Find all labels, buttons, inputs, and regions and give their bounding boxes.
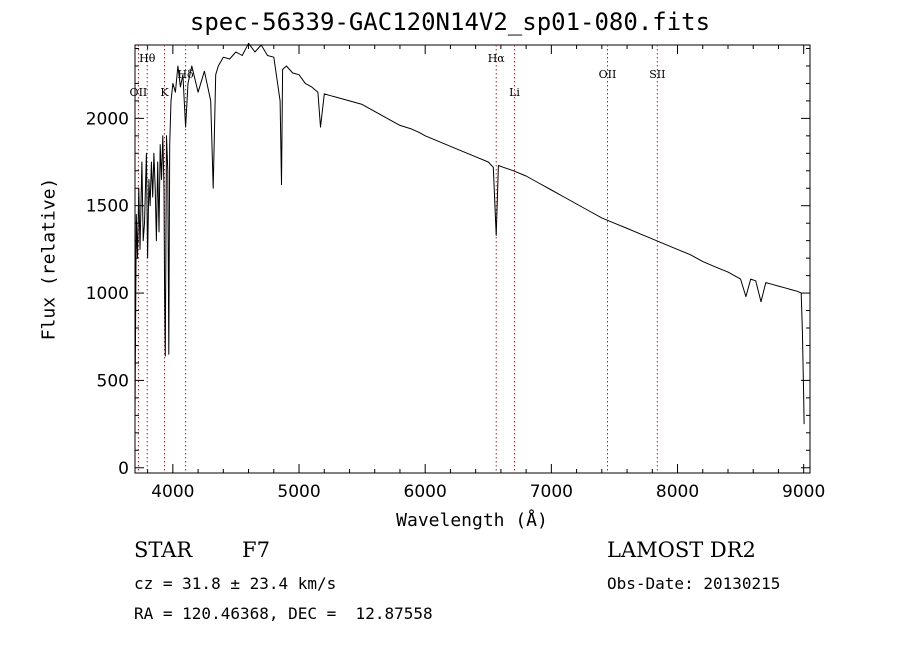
object-class: STAR xyxy=(134,538,193,562)
x-axis: 4000 5000 6000 7000 8000 9000 xyxy=(147,45,825,502)
object-subclass: F7 xyxy=(242,538,270,562)
observation-date: Obs-Date: 20130215 xyxy=(607,574,781,593)
x-tick-label: 4000 xyxy=(151,482,194,502)
spectral-line-label: Hα xyxy=(488,52,506,65)
x-tick-label: 9000 xyxy=(782,482,825,502)
x-axis-label: Wavelength (Å) xyxy=(396,510,548,531)
spectral-line-label: SII xyxy=(649,68,665,81)
y-tick-label: 0 xyxy=(118,459,129,479)
spectral-lines: Hθ OII K Hδ Hα Li OII SII xyxy=(130,45,665,473)
spectral-line-label: OII xyxy=(599,68,617,81)
x-tick-label: 7000 xyxy=(530,482,573,502)
y-axis: 0 500 1000 1500 2000 xyxy=(86,47,810,479)
spectrum-series xyxy=(134,42,805,425)
spectral-line-label: Hδ xyxy=(177,68,194,81)
survey-label: LAMOST DR2 xyxy=(607,538,756,562)
x-tick-label: 6000 xyxy=(404,482,447,502)
x-tick-label: 5000 xyxy=(277,482,320,502)
y-tick-label: 1000 xyxy=(86,284,129,304)
y-tick-label: 500 xyxy=(97,371,129,391)
y-tick-label: 2000 xyxy=(86,109,129,129)
spectral-line-label: Hθ xyxy=(139,52,156,65)
x-tick-label: 8000 xyxy=(656,482,699,502)
spectral-line-label: Li xyxy=(509,86,520,99)
spectral-line-label: OII xyxy=(130,86,148,99)
y-tick-label: 1500 xyxy=(86,197,129,217)
coordinates: RA = 120.46368, DEC = 12.87558 xyxy=(134,604,433,623)
spectral-line-label: K xyxy=(160,86,169,99)
plot-frame xyxy=(134,44,811,474)
chart-title: spec-56339-GAC120N14V2_sp01-080.fits xyxy=(189,8,711,36)
redshift-velocity: cz = 31.8 ± 23.4 km/s xyxy=(134,574,337,593)
y-axis-label: Flux (relative) xyxy=(38,177,60,341)
spectrum-line xyxy=(134,42,805,425)
